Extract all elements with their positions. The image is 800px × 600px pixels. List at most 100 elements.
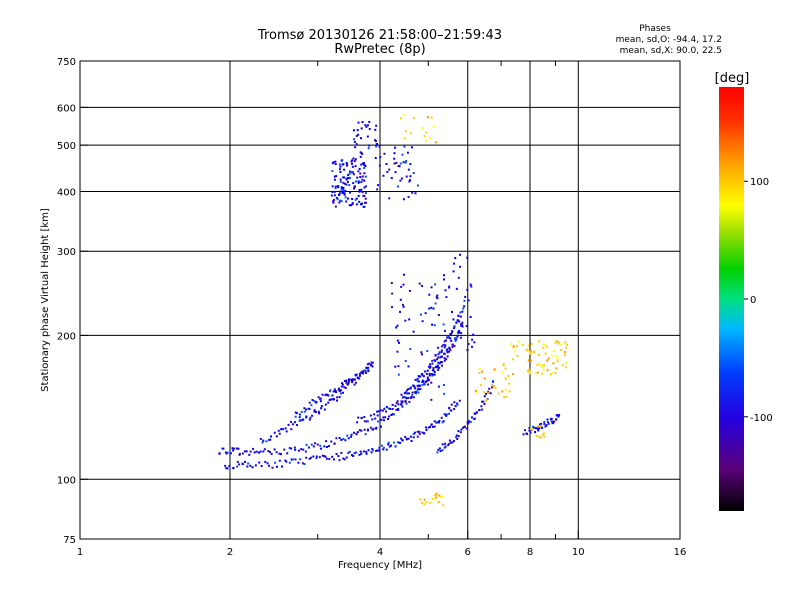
data-point xyxy=(329,398,332,401)
data-point xyxy=(451,346,454,349)
data-point xyxy=(435,358,438,361)
data-point xyxy=(373,413,376,416)
data-point xyxy=(543,422,546,425)
data-point xyxy=(333,442,336,445)
data-point xyxy=(412,172,415,175)
data-point xyxy=(358,453,361,456)
data-point xyxy=(405,438,408,441)
data-point xyxy=(356,376,359,379)
data-point xyxy=(553,420,556,423)
data-point xyxy=(390,281,393,284)
data-point xyxy=(422,380,425,383)
data-point xyxy=(566,343,569,346)
data-point xyxy=(376,414,379,417)
data-point xyxy=(463,425,466,428)
data-point xyxy=(380,418,383,421)
data-point xyxy=(439,356,442,359)
data-point xyxy=(345,381,348,384)
data-point xyxy=(288,461,291,464)
data-point xyxy=(535,427,538,430)
colorbar xyxy=(719,87,744,511)
data-point xyxy=(264,460,267,463)
data-point xyxy=(565,346,568,349)
data-point xyxy=(308,418,311,421)
data-point xyxy=(333,198,336,201)
data-point xyxy=(348,170,351,173)
data-point xyxy=(326,393,329,396)
data-point xyxy=(547,422,550,425)
data-point xyxy=(445,414,448,417)
data-point xyxy=(345,161,348,164)
data-point xyxy=(489,392,492,395)
scatter-points xyxy=(218,114,569,507)
data-point xyxy=(305,443,308,446)
data-point xyxy=(400,177,403,180)
data-point xyxy=(543,364,546,367)
data-point xyxy=(400,437,403,440)
data-point xyxy=(443,446,446,449)
data-point xyxy=(460,332,463,335)
data-point xyxy=(382,174,385,177)
data-point xyxy=(269,438,272,441)
data-point xyxy=(343,168,346,171)
data-point xyxy=(362,162,365,165)
data-point xyxy=(347,379,350,382)
y-tick-label: 600 xyxy=(57,103,76,114)
data-point xyxy=(236,460,239,463)
data-point xyxy=(413,385,416,388)
data-point xyxy=(321,454,324,457)
data-point xyxy=(308,457,311,460)
data-point xyxy=(535,434,538,437)
data-point xyxy=(341,190,344,193)
data-point xyxy=(481,400,484,403)
data-point xyxy=(356,129,359,132)
data-point xyxy=(429,363,432,366)
data-point xyxy=(297,461,300,464)
data-point xyxy=(385,163,388,166)
data-point xyxy=(379,156,382,159)
data-point xyxy=(494,387,497,390)
data-point xyxy=(555,367,558,370)
data-point xyxy=(389,407,392,410)
data-point xyxy=(335,175,338,178)
data-point xyxy=(459,253,462,256)
data-point xyxy=(442,420,445,423)
data-point xyxy=(245,450,248,453)
data-point xyxy=(310,404,313,407)
data-point xyxy=(403,137,406,140)
data-point xyxy=(353,378,356,381)
data-point xyxy=(335,452,338,455)
data-point xyxy=(364,175,367,178)
data-point xyxy=(531,428,534,431)
data-point xyxy=(433,370,436,373)
data-point xyxy=(462,307,465,310)
data-point xyxy=(232,449,235,452)
data-point xyxy=(505,396,508,399)
data-point xyxy=(336,399,339,402)
data-point xyxy=(347,451,350,454)
data-point xyxy=(339,190,342,193)
data-point xyxy=(367,366,370,369)
data-point xyxy=(365,125,368,128)
data-point xyxy=(402,283,405,286)
data-point xyxy=(345,178,348,181)
data-point xyxy=(393,162,396,165)
data-point xyxy=(433,324,436,327)
data-point xyxy=(331,170,334,173)
data-point xyxy=(556,360,559,363)
data-point xyxy=(338,395,341,398)
data-point xyxy=(409,179,412,182)
stats-o-mode: mean, sd,O: -94.4, 17.2 xyxy=(616,35,722,45)
data-point xyxy=(529,349,532,352)
data-point xyxy=(345,379,348,382)
data-point xyxy=(338,193,341,196)
data-point xyxy=(294,458,297,461)
data-point xyxy=(343,386,346,389)
data-point xyxy=(459,311,462,314)
data-point xyxy=(445,349,448,352)
data-point xyxy=(462,426,465,429)
data-point xyxy=(265,440,268,443)
data-point xyxy=(344,439,347,442)
data-point xyxy=(318,456,321,459)
data-point xyxy=(357,121,360,124)
